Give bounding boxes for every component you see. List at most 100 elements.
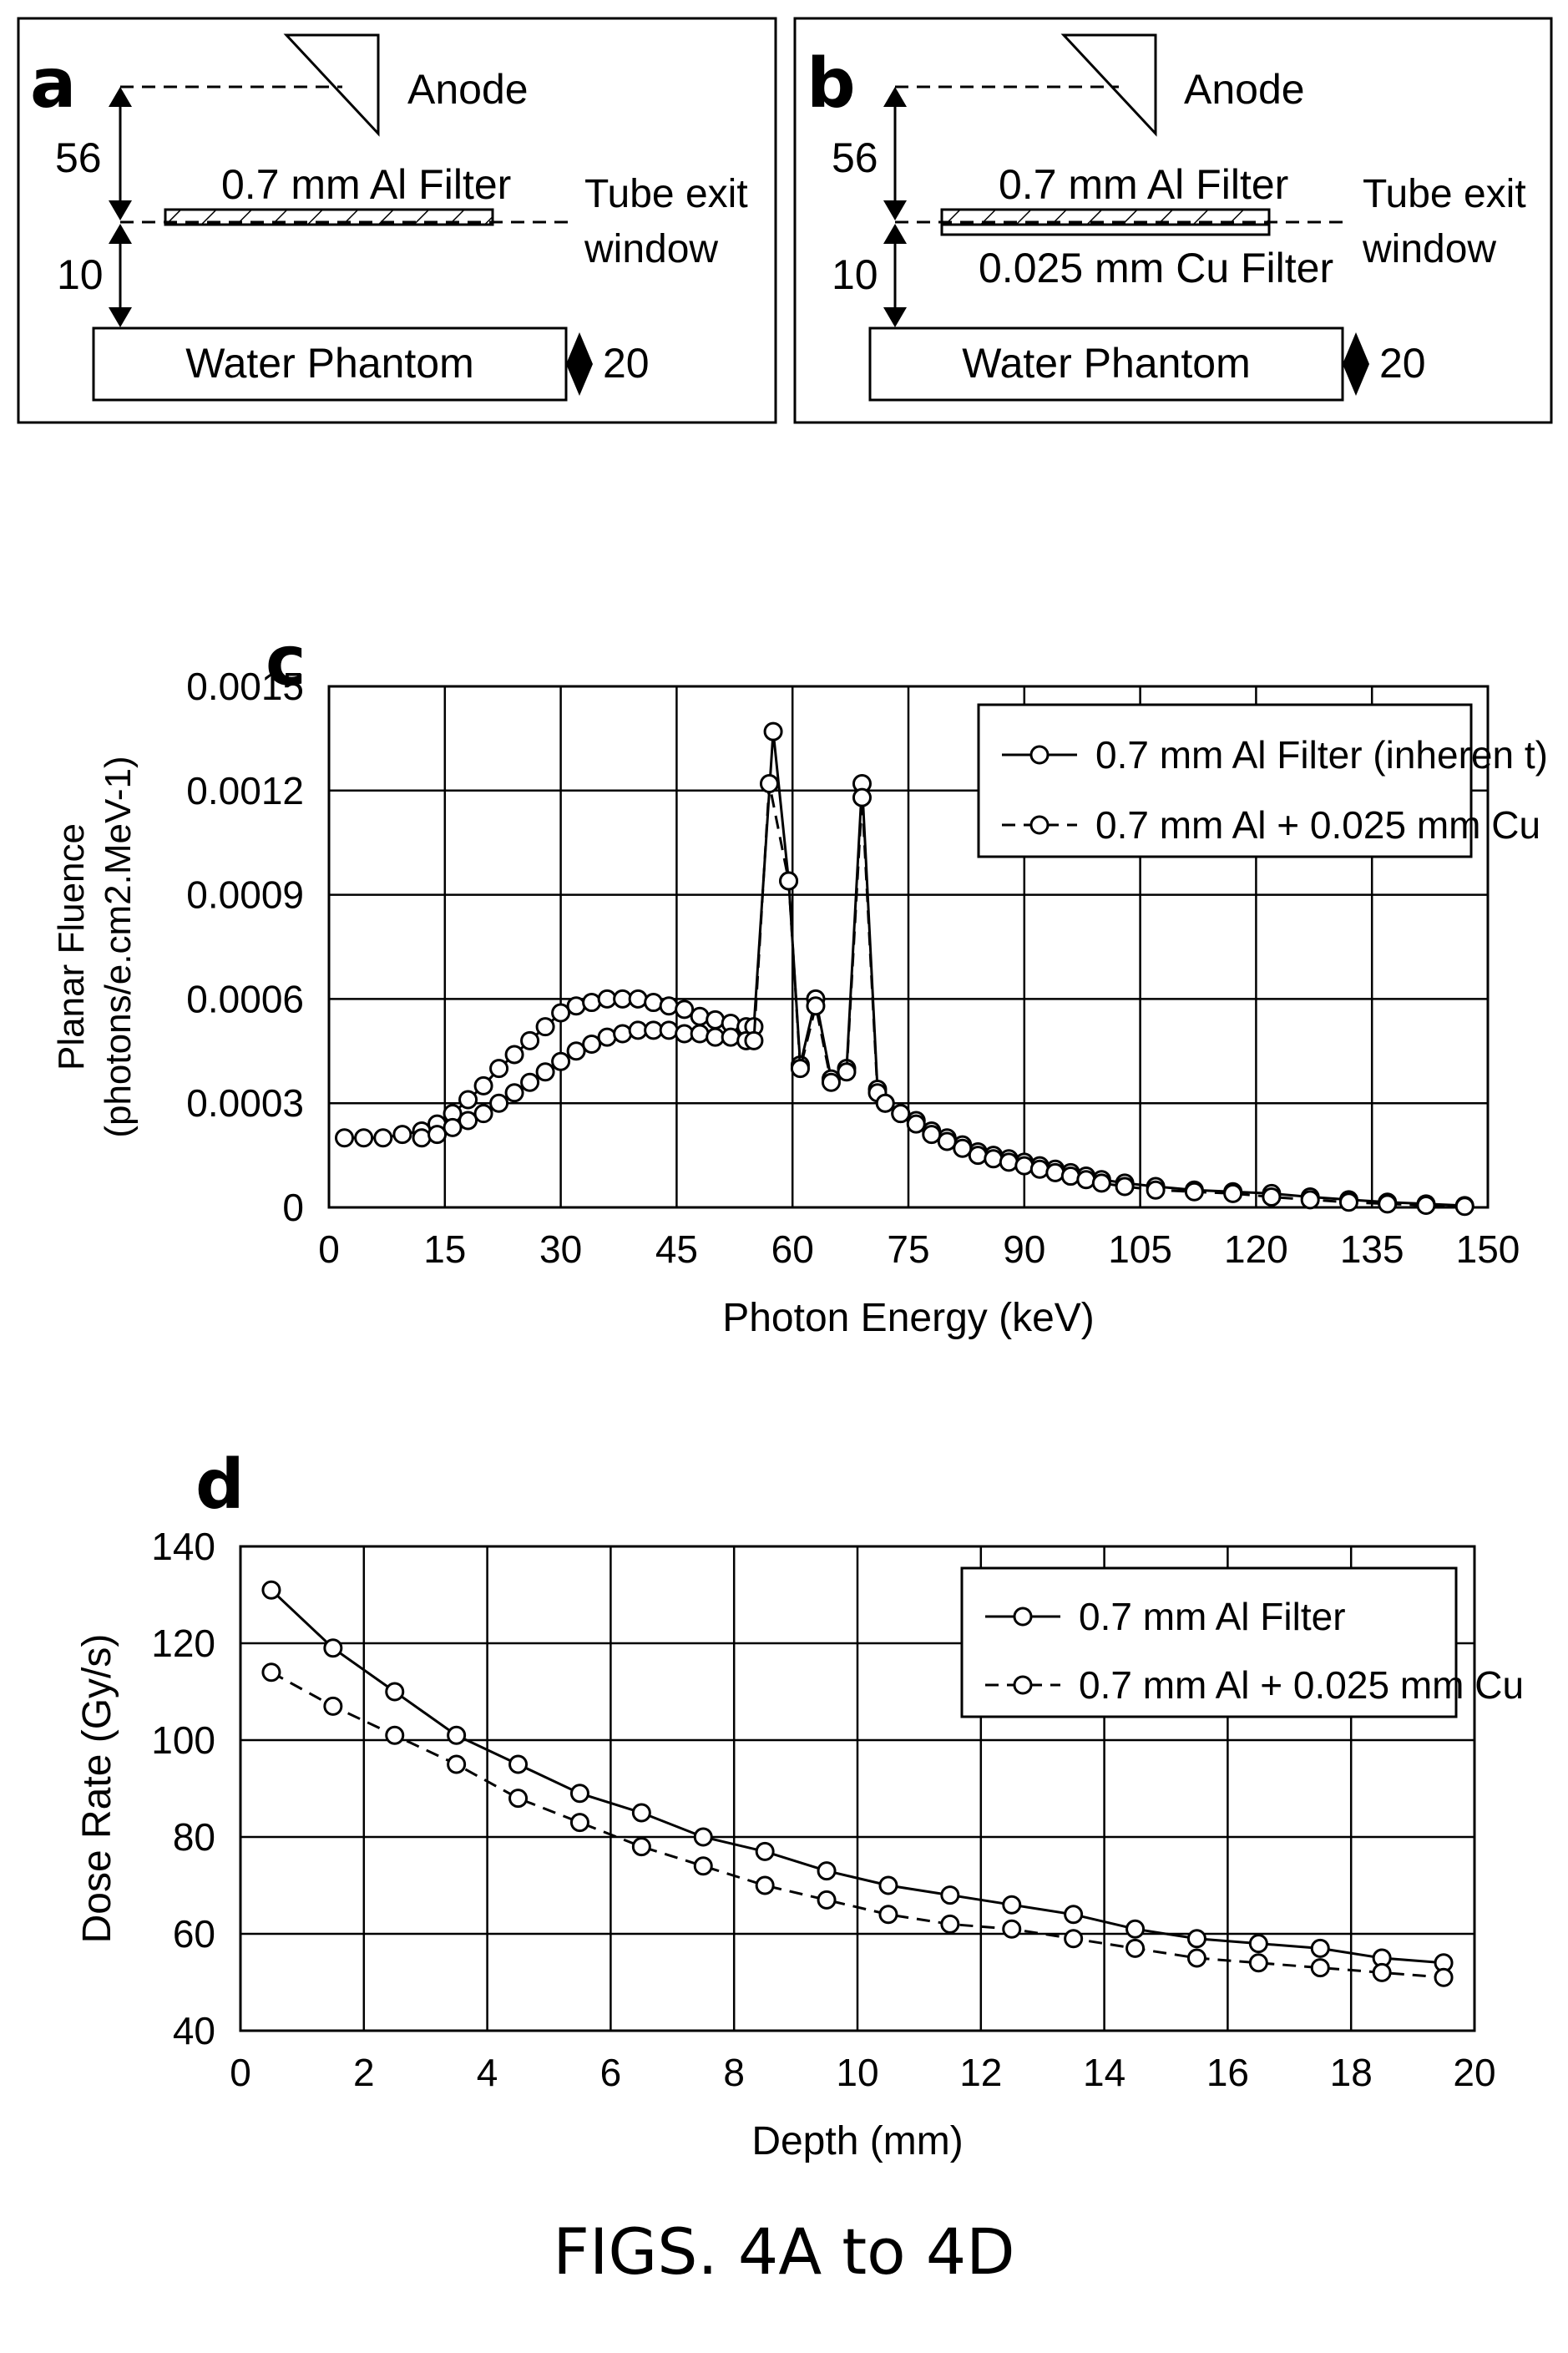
y-tick-label: 40 — [173, 2009, 215, 2052]
data-point-series-2 — [613, 1024, 633, 1044]
arrow-head-icon — [109, 200, 132, 220]
chart-d: 0 2 4 6 8 10 12 14 16 18 20 40 60 80 100 120 140 Depth (m… — [75, 1525, 1524, 2163]
y-tick-label: 0 — [282, 1186, 304, 1229]
panel-b: b Anode 56 0.7 mm Al Filter Tube exit wi… — [793, 17, 1553, 424]
data-point-series-2 — [1125, 1938, 1146, 1958]
data-point-series-2 — [1014, 1156, 1034, 1176]
data-point-series-2 — [458, 1111, 478, 1131]
x-tick-label: 0 — [230, 2051, 251, 2094]
data-point-series-1 — [551, 1003, 571, 1023]
panel-d-letter: d — [195, 1445, 245, 1525]
filter-label: 0.7 mm Al Filter — [221, 161, 511, 208]
data-point-series-1 — [706, 1010, 726, 1030]
data-point-series-2 — [1262, 1187, 1282, 1207]
data-point-series-1 — [335, 1128, 355, 1148]
data-point-series-1 — [597, 989, 617, 1009]
data-point-series-2 — [721, 1027, 741, 1047]
data-point-series-2 — [1248, 1953, 1268, 1973]
data-point-series-1 — [566, 996, 586, 1016]
window-label-1: Tube exit — [584, 172, 748, 216]
data-point-series-1 — [763, 721, 783, 741]
legend-label-2: 0.7 mm Al + 0.025 mm Cu — [1095, 803, 1540, 847]
data-point-series-2 — [690, 1024, 710, 1044]
arrow-head-icon — [109, 224, 132, 244]
data-point-series-2 — [1091, 1173, 1111, 1193]
data-point-series-2 — [631, 1837, 651, 1857]
data-point-series-2 — [504, 1083, 524, 1103]
x-tick-label: 16 — [1206, 2051, 1249, 2094]
data-point-series-2 — [984, 1149, 1004, 1169]
y-axis-label: Dose Rate (Gy/s) — [75, 1634, 119, 1944]
x-axis-label: Depth (mm) — [751, 2119, 963, 2163]
data-point-series-2 — [443, 1117, 463, 1137]
y-tick-label: 140 — [151, 1525, 215, 1568]
x-tick-label: 75 — [887, 1227, 929, 1271]
cu-filter — [940, 223, 1271, 236]
data-point-series-2 — [906, 1114, 926, 1134]
arrow-head-icon — [109, 307, 132, 327]
data-point-series-1 — [755, 1841, 775, 1861]
data-point-series-2 — [261, 1662, 281, 1683]
data-point-series-2 — [323, 1696, 343, 1716]
data-point-series-2 — [922, 1125, 942, 1145]
data-point-series-1 — [1248, 1934, 1268, 1954]
data-point-series-1 — [1186, 1929, 1206, 1949]
data-point-series-1 — [520, 1030, 540, 1050]
data-point-series-1 — [261, 1580, 281, 1600]
dim-phantom-label: 20 — [1379, 340, 1426, 387]
data-point-series-2 — [1115, 1176, 1135, 1197]
data-point-series-1 — [489, 1059, 509, 1079]
y-tick-label: 0.0006 — [186, 977, 304, 1020]
data-point-series-2 — [806, 996, 826, 1016]
data-point-series-1 — [817, 1861, 837, 1881]
data-point-series-2 — [535, 1062, 555, 1082]
data-point-series-1 — [628, 989, 648, 1009]
dim-top-label: 56 — [832, 134, 878, 181]
data-point-series-1 — [323, 1638, 343, 1658]
data-point-series-1 — [447, 1725, 467, 1745]
dim-top-label: 56 — [55, 134, 102, 181]
data-point-series-2 — [821, 1072, 841, 1092]
data-point-series-2 — [878, 1905, 898, 1925]
plot-frame — [239, 1545, 1476, 2032]
data-point-series-2 — [582, 1034, 602, 1054]
legend-box — [960, 1566, 1458, 1718]
data-point-series-1 — [385, 1682, 405, 1702]
x-tick-label: 45 — [655, 1227, 698, 1271]
data-point-series-2 — [412, 1128, 432, 1148]
plot-frame — [327, 685, 1490, 1209]
x-tick-label: 120 — [1224, 1227, 1288, 1271]
x-tick-label: 14 — [1083, 2051, 1125, 2094]
x-tick-label: 105 — [1108, 1227, 1172, 1271]
data-point-series-2 — [1002, 1919, 1022, 1939]
x-tick-label: 12 — [959, 2051, 1002, 2094]
y-tick-label: 60 — [173, 1912, 215, 1956]
data-point-series-2 — [693, 1856, 713, 1876]
dim-bottom-label: 10 — [832, 251, 878, 298]
data-point-series-1 — [582, 993, 602, 1013]
data-point-series-2 — [1184, 1182, 1204, 1202]
data-point-series-1 — [473, 1075, 493, 1096]
legend-box — [977, 703, 1473, 858]
panel-a-letter: a — [30, 44, 76, 124]
anode-label: Anode — [1184, 66, 1305, 113]
panel-a-frame — [17, 17, 777, 424]
data-point-series-1 — [569, 1784, 589, 1804]
window-label-2: window — [584, 227, 718, 271]
data-point-series-2 — [628, 1020, 648, 1040]
window-label-1: Tube exit — [1363, 172, 1526, 216]
arrow-head-icon — [883, 200, 907, 220]
data-point-series-1 — [690, 1006, 710, 1026]
data-point-series-2 — [569, 1813, 589, 1833]
y-tick-label: 0.0003 — [186, 1081, 304, 1125]
data-point-series-2 — [1146, 1180, 1166, 1200]
y-axis-label: Planar Fluence — [51, 823, 92, 1070]
data-point-series-2 — [1310, 1958, 1330, 1978]
legend-marker-1 — [1029, 745, 1050, 765]
x-tick-label: 150 — [1456, 1227, 1520, 1271]
x-tick-label: 8 — [723, 2051, 745, 2094]
dim-phantom-label: 20 — [603, 340, 650, 387]
figure-caption: FIGS. 4A to 4D — [553, 2214, 1015, 2289]
data-point-series-2 — [473, 1104, 493, 1124]
data-point-series-2 — [1186, 1948, 1206, 1968]
